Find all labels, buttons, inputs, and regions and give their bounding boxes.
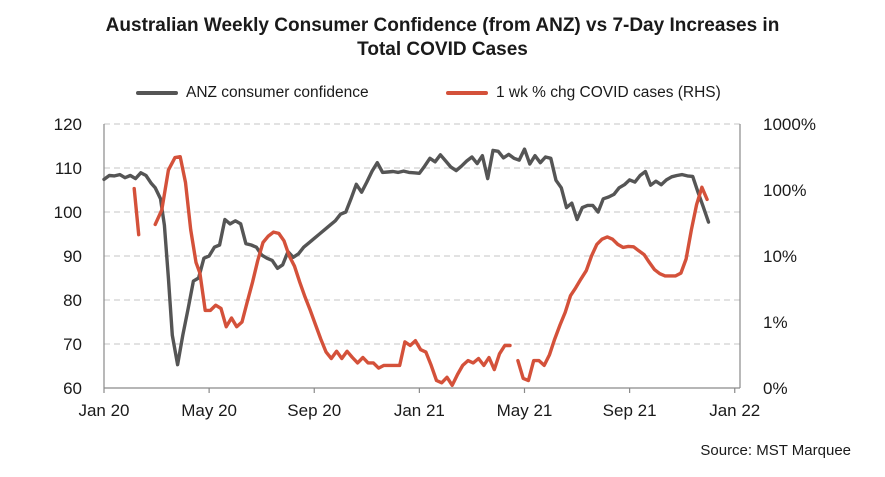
y-right-tick-100pct: 100%: [763, 181, 806, 200]
source-note: Source: MST Marquee: [700, 442, 851, 459]
legend-item-confidence: ANZ consumer confidence: [136, 84, 369, 102]
y-left-tick-70: 70: [63, 335, 82, 354]
y-right-tick-0pct: 0%: [763, 379, 788, 398]
y-left-tick-110: 110: [55, 159, 82, 178]
y-right-tick-1pct: 1%: [763, 313, 788, 332]
series-line-covid-cases-segment-1: [132, 186, 141, 237]
chart-legend: ANZ consumer confidence 1 wk % chg COVID…: [0, 84, 885, 106]
x-tick-jan-20: Jan 20: [78, 401, 129, 420]
legend-swatch-covid: [446, 91, 488, 95]
legend-swatch-confidence: [136, 91, 178, 95]
y-right-tick-10pct: 10%: [763, 247, 797, 266]
legend-item-covid: 1 wk % chg COVID cases (RHS): [446, 84, 721, 102]
y-left-tick-60: 60: [63, 379, 82, 398]
y-left-tick-100: 100: [54, 203, 82, 222]
series-line-covid-cases-segment-2: [153, 155, 512, 387]
chart-title: Australian Weekly Consumer Confidence (f…: [0, 14, 885, 62]
x-tick-sep-21: Sep 21: [603, 401, 657, 420]
x-tick-may-21: May 21: [497, 401, 553, 420]
x-tick-may-20: May 20: [181, 401, 237, 420]
y-left-tick-120: 120: [54, 115, 82, 134]
chart-title-line-2: Total COVID Cases: [357, 39, 528, 60]
chart-title-line-1: Australian Weekly Consumer Confidence (f…: [105, 15, 780, 36]
series-line-covid-cases-segment-3: [516, 185, 709, 383]
y-left-tick-90: 90: [63, 247, 82, 266]
legend-label-covid: 1 wk % chg COVID cases (RHS): [496, 84, 721, 101]
x-tick-sep-20: Sep 20: [287, 401, 341, 420]
x-tick-jan-22: Jan 22: [709, 401, 760, 420]
x-tick-jan-21: Jan 21: [394, 401, 445, 420]
y-right-tick-1000pct: 1000%: [763, 115, 816, 134]
y-left-tick-80: 80: [63, 291, 82, 310]
legend-label-confidence: ANZ consumer confidence: [186, 84, 369, 101]
